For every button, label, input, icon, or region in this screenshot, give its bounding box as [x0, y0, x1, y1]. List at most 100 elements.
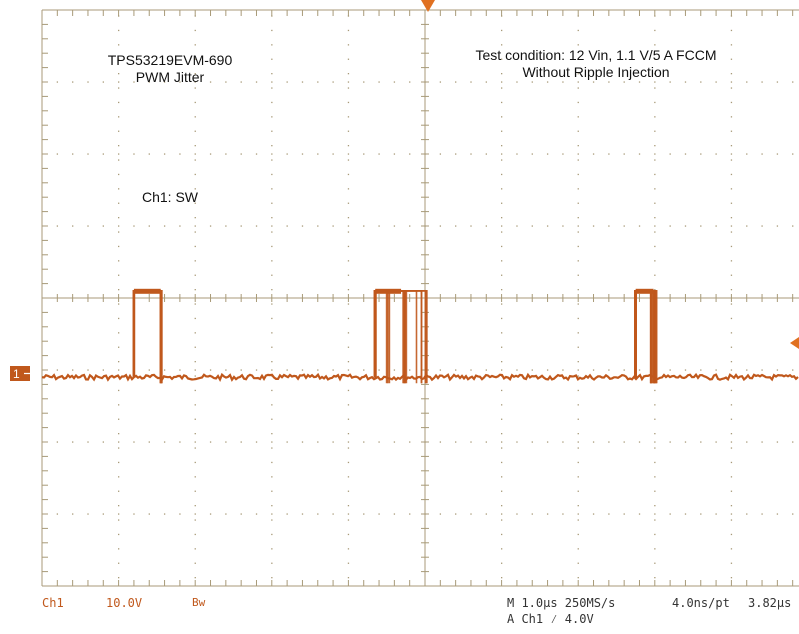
grid-dot [347, 58, 350, 60]
grid-dot [347, 145, 350, 147]
grid-dot [271, 441, 273, 443]
grid-dot [654, 145, 656, 147]
ch1-pulse-3 [635, 290, 652, 384]
grid-dot [209, 441, 212, 443]
grid-dot [562, 441, 564, 443]
grid-dot [730, 58, 733, 60]
grid-dot [194, 505, 196, 507]
grid-dot [700, 153, 702, 155]
grid-dot [347, 513, 350, 515]
grid-dot [332, 369, 334, 371]
grid-dot [669, 369, 671, 371]
ch1-trace [41, 288, 799, 384]
grid-dot [271, 29, 273, 32]
grid-dot [577, 153, 579, 155]
grid-dot [118, 289, 120, 291]
grid-dot [118, 447, 120, 449]
grid-dot [485, 441, 487, 443]
grid-dot [409, 153, 411, 155]
grid-dot [271, 130, 273, 132]
ch1-pulse-2 [373, 290, 408, 384]
grid-dot [163, 513, 166, 515]
grid-dot [271, 217, 273, 219]
grid-dot [776, 513, 779, 515]
grid-dot [531, 369, 533, 371]
grid-dot [501, 513, 503, 515]
grid-dot [118, 260, 120, 262]
grid-dot [730, 577, 733, 579]
grid-dot [730, 274, 733, 276]
grid-dot [347, 369, 350, 371]
grid-dot [72, 225, 74, 227]
grid-dot [501, 202, 503, 204]
grid-dot [118, 217, 120, 219]
grid-dot [118, 476, 120, 478]
grid-dot [347, 317, 350, 320]
grid-dot [301, 81, 304, 83]
grid-dot [271, 548, 273, 550]
grid-dot [255, 225, 258, 227]
grid-dot [730, 225, 733, 227]
status-bandwidth-limit: Bw [192, 596, 206, 609]
grid-dot [271, 317, 273, 320]
grid-dot [792, 225, 794, 227]
grid-dot [776, 81, 779, 83]
grid-dot [118, 81, 120, 83]
grid-dot [654, 562, 656, 564]
grid-dot [531, 153, 533, 155]
grid-dot [501, 433, 503, 435]
grid-dot [608, 153, 610, 155]
grid-dot [546, 153, 549, 155]
grid-dot [347, 433, 350, 435]
grid-dot [730, 130, 733, 132]
grid-dot [194, 15, 196, 17]
grid-dot [577, 159, 579, 161]
grid-dot [730, 548, 733, 550]
grid-dot [133, 153, 135, 155]
grid-dot [194, 231, 196, 233]
grid-dot [317, 513, 319, 515]
grid-dot [654, 173, 656, 176]
grid-dot [654, 87, 656, 89]
grid-dot [485, 369, 487, 371]
grid-dot [363, 441, 365, 443]
grid-dot [393, 81, 396, 83]
grid-dot [240, 225, 242, 227]
grid-dot [148, 369, 150, 371]
grid-dot [684, 153, 687, 155]
grid-dot [761, 81, 763, 83]
grid-dot [654, 577, 656, 579]
grid-dot [118, 145, 120, 147]
grid-dot [501, 73, 503, 75]
grid-dot [347, 15, 350, 17]
grid-dot [347, 202, 350, 204]
grid-dot [654, 433, 656, 435]
grid-dot [118, 44, 120, 46]
grid-dot [531, 441, 533, 443]
grid-dot [118, 433, 120, 435]
grid-dot [623, 513, 625, 515]
grid-dot [730, 188, 733, 190]
grid-dot [684, 513, 687, 515]
grid-dot [577, 332, 579, 334]
grid-dot [271, 577, 273, 579]
grid-dot [332, 513, 334, 515]
status-sample-interval: 4.0ns/pt [672, 596, 730, 610]
grid-dot [516, 441, 518, 443]
grid-dot [133, 513, 135, 515]
ch1-pulse-2 [374, 290, 406, 384]
grid-dot [577, 433, 579, 435]
grid-dot [194, 404, 196, 406]
grid-dot [501, 225, 503, 227]
grid-dot [286, 441, 288, 443]
grid-dot [546, 369, 549, 371]
grid-dot [87, 513, 89, 515]
grid-dot [347, 332, 350, 334]
grid-dot [347, 274, 350, 276]
grid-dot [347, 289, 350, 291]
grid-dot [271, 44, 273, 46]
grid-dot [194, 260, 196, 262]
grid-dot [501, 101, 503, 104]
grid-dot [347, 533, 350, 536]
